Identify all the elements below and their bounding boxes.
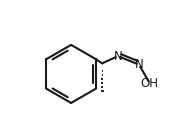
Text: N: N xyxy=(135,58,144,71)
Text: OH: OH xyxy=(141,77,159,90)
Text: N: N xyxy=(113,50,122,63)
